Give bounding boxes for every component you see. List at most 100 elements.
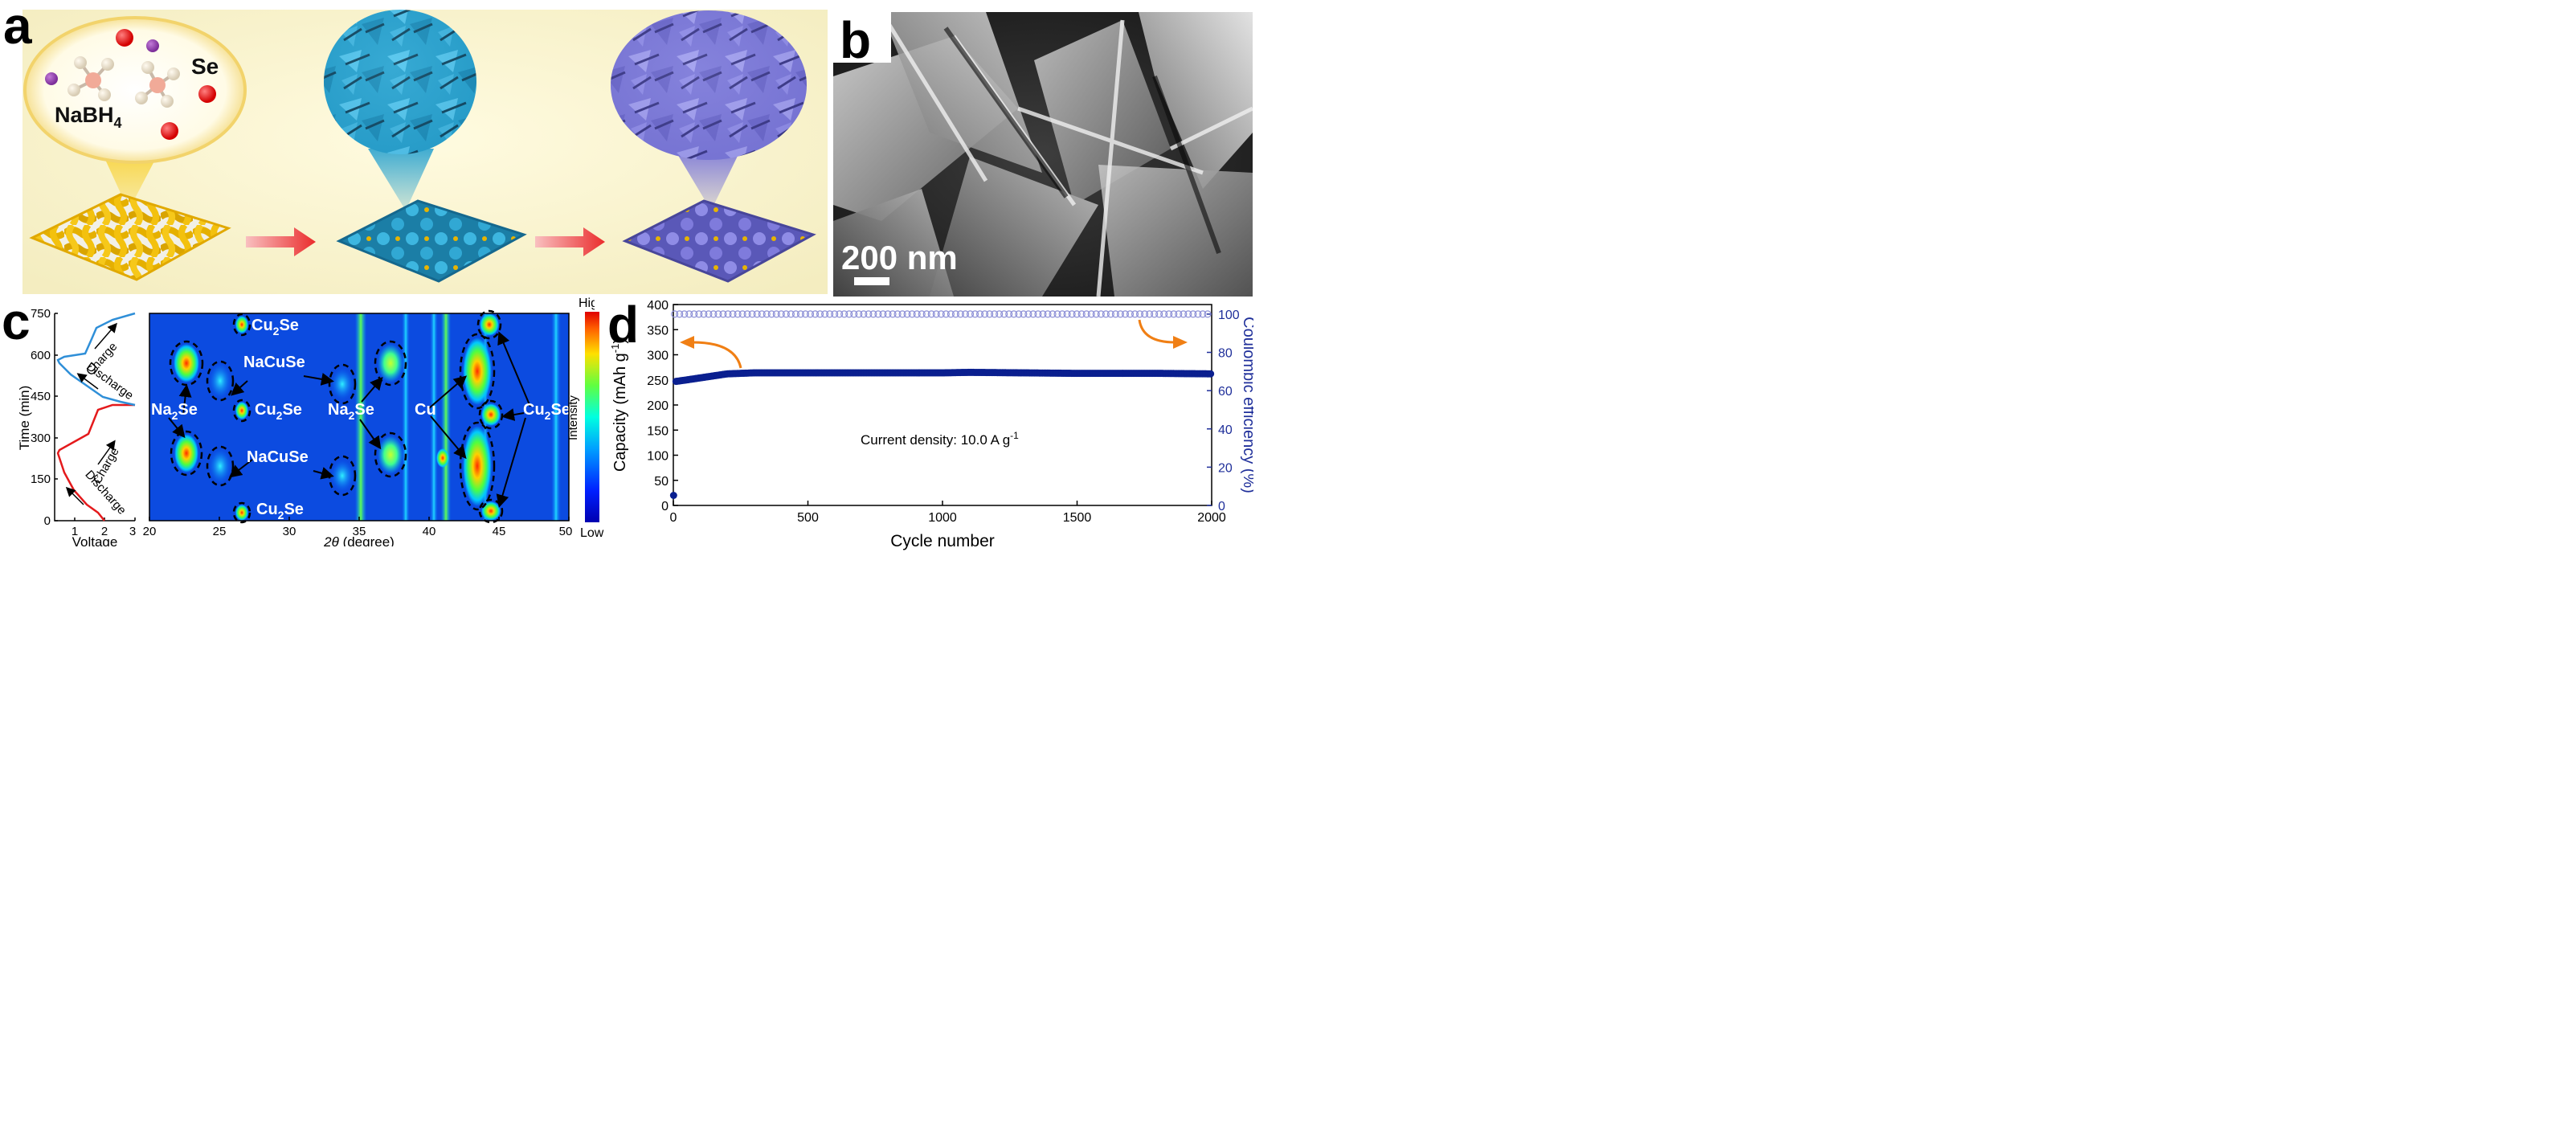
annot-cu2se-top: Cu2Se [251,317,299,337]
efficiency-point [1082,310,1090,318]
efficiency-point [986,310,994,318]
efficiency-point [1140,310,1149,318]
left-axis-label: Capacity (mAh g-1) [609,338,629,472]
panel-d: d 0 500 1000 1500 2000 0 50 100 150 200 250 300 350 4… [603,296,1257,551]
efficiency-point [1020,310,1028,318]
arrow-label-discharge: Discharge [84,360,136,403]
efficiency-point [777,310,785,318]
svg-text:600: 600 [31,349,51,362]
efficiency-point [1135,310,1144,318]
efficiency-point [1063,310,1071,318]
efficiency-point [1049,310,1057,318]
efficiency-point [937,310,945,318]
annot-na2se-left: Na2Se [151,401,198,422]
x-tick-label: 1000 [928,511,957,525]
efficiency-point [956,310,965,318]
colorbar-title: Intensity [566,395,580,440]
efficiency-point [676,310,684,318]
efficiency-point [922,310,930,318]
zoom-cone-blue [368,149,434,211]
copper-mesh [29,193,231,281]
contour-map: Cu2Se NaCuSe Cu2Se Na2Se Na2Se Cu Cu2Se … [143,309,572,550]
efficiency-point [758,310,766,318]
bh4-molecule [67,56,114,101]
efficiency-point [865,310,873,318]
x-tick-label: 1500 [1063,511,1092,525]
efficiency-point [908,310,916,318]
efficiency-point [961,310,970,318]
bh4-molecule [135,61,180,108]
se-atom [116,29,133,47]
efficiency-point [695,310,703,318]
y-left-tick-label: 50 [654,475,669,489]
efficiency-point [1029,310,1037,318]
scale-bar [854,277,889,285]
efficiency-point [738,310,746,318]
efficiency-point [1121,310,1130,318]
efficiency-point [767,310,775,318]
efficiency-point [874,310,882,318]
svg-text:0: 0 [44,514,51,528]
efficiency-point [1073,310,1081,318]
capacity-point [1207,370,1215,378]
capacity-point [669,492,677,499]
y-left-tick-label: 350 [647,324,669,337]
panel-a-illustration: NaBH4 Se a [3,0,828,294]
voltage-ylabel: Time (min) [17,386,32,451]
efficiency-point [714,310,722,318]
efficiency-point [1077,310,1086,318]
efficiency-point [996,310,1004,318]
efficiency-point [1034,310,1042,318]
efficiency-point [1151,310,1159,318]
na-atom [146,39,159,52]
na-atom [45,72,58,85]
efficiency-point [1097,310,1105,318]
x-tick-label: 2000 [1197,511,1226,525]
svg-text:450: 450 [31,390,51,403]
panel-b-label-bg [833,12,891,63]
voltage-xticks: 1 2 3 [72,525,136,538]
annot-cu2se-mid: Cu2Se [255,401,302,422]
efficiency-point [753,310,761,318]
efficiency-point [1204,310,1212,318]
y-left-tick-label: 250 [647,374,669,388]
efficiency-point [966,310,975,318]
cycle2-curve [56,312,136,407]
panel-c: c 0 150 300 450 600 750 1 2 3 [0,292,605,550]
efficiency-point [889,310,897,318]
efficiency-point [1126,310,1135,318]
annot-na2se-mid: Na2Se [328,401,374,422]
efficiency-point [836,310,844,318]
se-atom [161,122,178,140]
y-right-tick-label: 0 [1218,500,1225,513]
panel-a-label: a [3,0,32,55]
zoom-cone-purple [677,153,739,211]
efficiency-point [850,310,858,318]
x-axis-label: Cycle number [890,532,995,550]
efficiency-point [975,310,984,318]
svg-text:25: 25 [213,525,227,538]
svg-text:45: 45 [493,525,506,538]
svg-text:2: 2 [101,525,108,538]
process-arrow [246,227,316,256]
efficiency-point [1160,310,1168,318]
efficiency-point [1015,310,1023,318]
svg-text:1: 1 [72,525,78,538]
voltage-yticks: 0 150 300 450 600 750 [31,307,51,528]
y-right-tick-label: 80 [1218,347,1233,361]
y-right-tick-label: 20 [1218,461,1233,475]
efficiency-point [840,310,848,318]
right-axis-arrow [1138,319,1176,344]
efficiency-point [980,310,989,318]
se-atom [198,85,216,103]
y-left-tick-label: 100 [647,450,669,464]
panel-b: b 200 nm [833,10,1254,297]
efficiency-point [1175,310,1183,318]
plot-frame [673,304,1212,506]
efficiency-point [671,310,679,318]
colorbar-low: Low [580,526,604,540]
efficiency-point [1044,310,1052,318]
efficiency-point [991,310,999,318]
efficiency-point [879,310,887,318]
efficiency-point [816,310,824,318]
